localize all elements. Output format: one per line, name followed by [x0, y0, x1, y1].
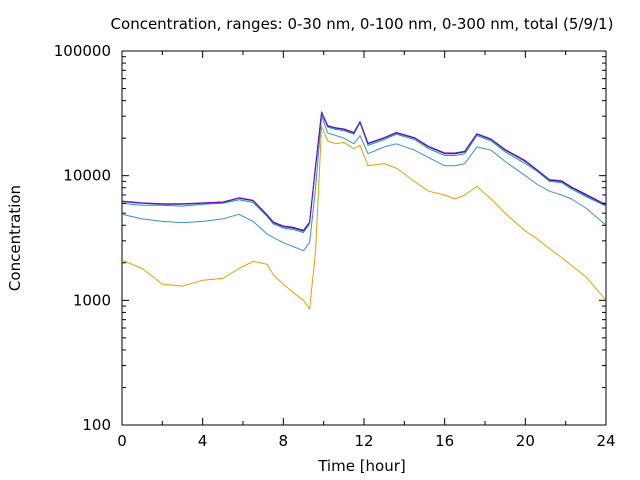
x-tick-label: 16 [435, 432, 454, 450]
ticks-group [121, 50, 607, 426]
y-tick-label: 100000 [54, 42, 111, 60]
x-tick-label: 20 [516, 432, 535, 450]
plot-frame [121, 50, 607, 426]
y-axis-title: Concentration [6, 185, 24, 291]
tick-labels-group: 0 4 8 12 16 20 24 100 1000 10000 100000 [54, 42, 616, 450]
y-tick-label: 10000 [63, 167, 111, 185]
series-line-5 [121, 111, 607, 231]
y-tick-label: 100 [82, 416, 111, 434]
x-tick-label: 8 [279, 432, 289, 450]
y-tick-label: 1000 [73, 291, 111, 309]
chart-title: Concentration, ranges: 0-30 nm, 0-100 nm… [111, 15, 614, 33]
x-tick-label: 4 [198, 432, 208, 450]
series-line-2 [121, 125, 607, 310]
x-tick-label: 0 [117, 432, 127, 450]
x-axis-title: Time [hour] [317, 457, 406, 475]
x-tick-label: 12 [354, 432, 373, 450]
series-group [121, 111, 607, 310]
series-line-1 [121, 115, 607, 252]
x-tick-label: 24 [596, 432, 615, 450]
series-line-3 [121, 112, 607, 232]
series-line-4 [121, 113, 607, 233]
